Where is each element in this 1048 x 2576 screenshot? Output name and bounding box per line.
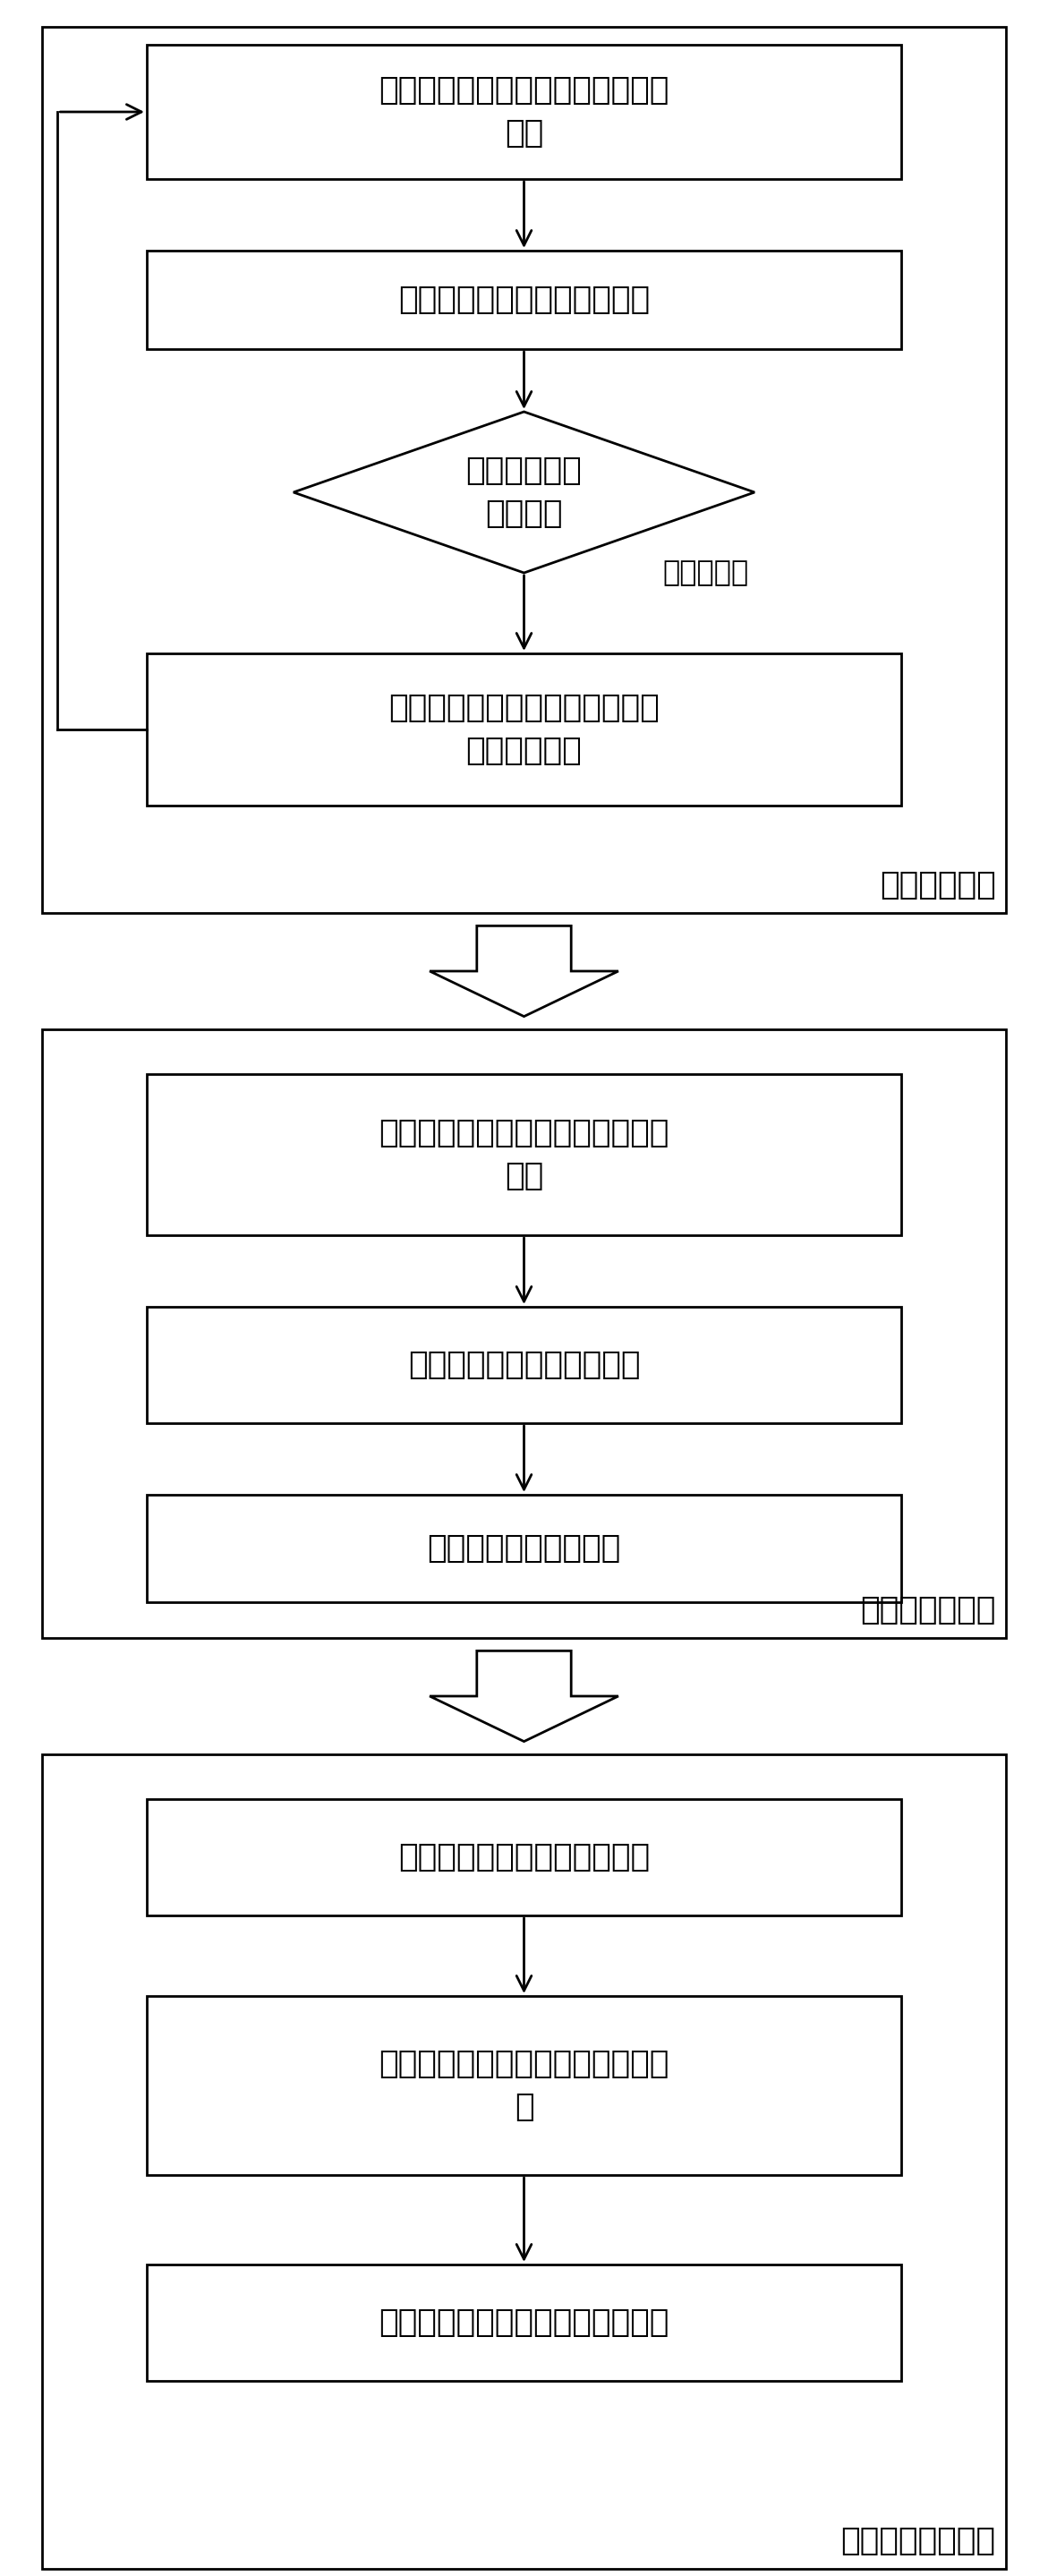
Text: 生成测向表写入系统中: 生成测向表写入系统中: [428, 1533, 620, 1564]
Text: 与理想幅度、
相位比较: 与理想幅度、 相位比较: [466, 456, 582, 528]
Bar: [147, 1798, 901, 1917]
Bar: [147, 1306, 901, 1422]
Text: 微波暗室测试多波束系统平面近场
数据: 微波暗室测试多波束系统平面近场 数据: [378, 75, 670, 149]
Bar: [147, 2264, 901, 2380]
Bar: [42, 1030, 1006, 1638]
Text: 通过射频前端多功能芯片完成幅
度、相位校正: 通过射频前端多功能芯片完成幅 度、相位校正: [389, 693, 659, 765]
Bar: [147, 250, 901, 350]
Polygon shape: [293, 412, 755, 572]
Bar: [147, 44, 901, 178]
Text: 不满足要求: 不满足要求: [662, 559, 748, 587]
Text: 出现器件状态变化时进行实时校正: 出现器件状态变化时进行实时校正: [378, 2308, 670, 2339]
Text: 波束校正补偿: 波束校正补偿: [879, 871, 996, 899]
Bar: [42, 1754, 1006, 2568]
Text: 测向误差预处理: 测向误差预处理: [860, 1595, 996, 1625]
Bar: [147, 1074, 901, 1234]
Bar: [147, 654, 901, 806]
Polygon shape: [430, 1651, 618, 1741]
Text: 反演获得天线口径幅度、相位: 反演获得天线口径幅度、相位: [398, 283, 650, 314]
Polygon shape: [430, 925, 618, 1018]
Text: 系统工作实时校正监测通道链路状
态: 系统工作实时校正监测通道链路状 态: [378, 2048, 670, 2123]
Bar: [42, 26, 1006, 912]
Bar: [147, 1996, 901, 2174]
Text: 对实测方向图进行数据处理: 对实测方向图进行数据处理: [408, 1350, 640, 1381]
Bar: [147, 1494, 901, 1602]
Text: 微波暗室测试不同频点所有波束方
向图: 微波暗室测试不同频点所有波束方 向图: [378, 1118, 670, 1190]
Text: 通过系统内校正获得校正参数: 通过系统内校正获得校正参数: [398, 1842, 650, 1873]
Text: 测向误差实时处理: 测向误差实时处理: [840, 2524, 996, 2555]
